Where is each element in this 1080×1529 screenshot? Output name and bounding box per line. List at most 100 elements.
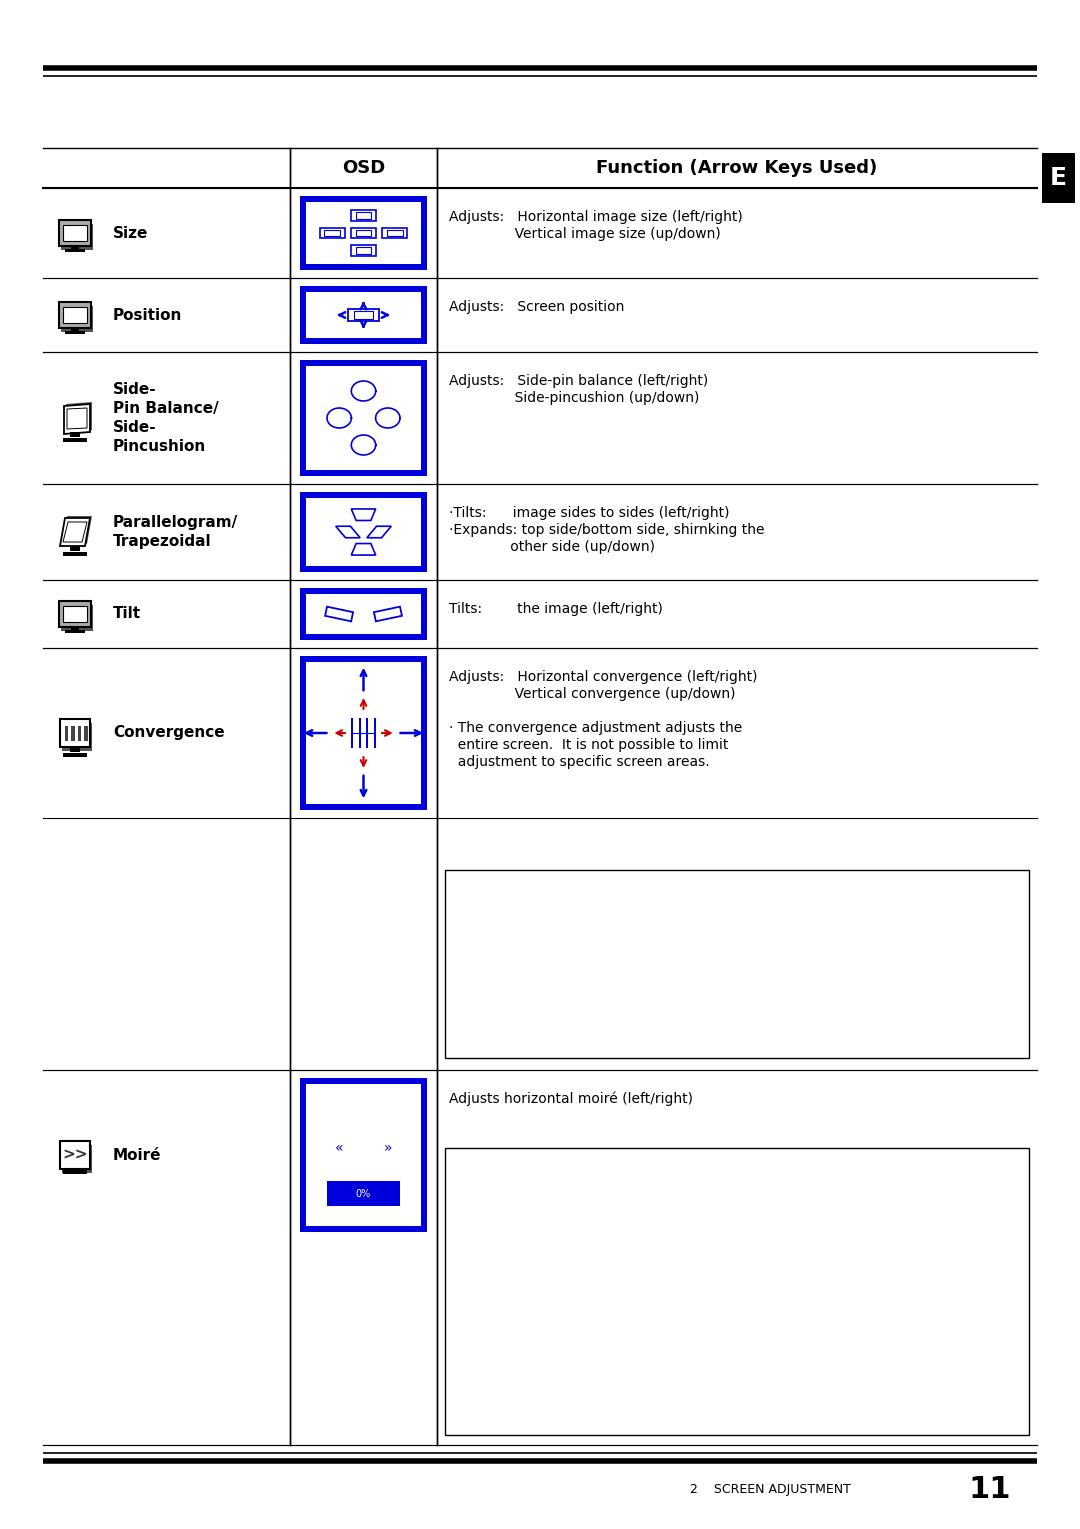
Text: imaging signal.  Moiré is often an indication: imaging signal. Moiré is often an indica… bbox=[455, 1258, 729, 1271]
Bar bbox=[71, 329, 79, 330]
Text: E: E bbox=[1050, 167, 1067, 190]
Bar bbox=[348, 309, 379, 321]
Bar bbox=[306, 593, 421, 635]
Bar bbox=[359, 717, 361, 748]
Text: ·Tilts:      image sides to sides (left/right): ·Tilts: image sides to sides (left/right… bbox=[449, 506, 729, 520]
Text: of a good focus level.  Moiré is particularly: of a good focus level. Moiré is particul… bbox=[455, 1274, 721, 1287]
Bar bbox=[84, 726, 87, 742]
Text: «: « bbox=[335, 1141, 343, 1154]
Bar bbox=[63, 552, 87, 557]
Bar bbox=[65, 249, 85, 252]
Text: · The convergence adjustment adjusts the: · The convergence adjustment adjusts the bbox=[449, 722, 742, 735]
Bar bbox=[300, 589, 427, 641]
Text: OSD: OSD bbox=[342, 159, 386, 177]
Text: Adjusts horizontal moiré (left/right): Adjusts horizontal moiré (left/right) bbox=[449, 1092, 693, 1107]
Polygon shape bbox=[66, 402, 92, 433]
Polygon shape bbox=[60, 518, 90, 546]
Text: Adjusts:   Screen position: Adjusts: Screen position bbox=[449, 300, 624, 313]
Bar bbox=[366, 717, 368, 748]
Text: properly in order to produce pure color.: properly in order to produce pure color. bbox=[455, 933, 701, 945]
Bar bbox=[387, 229, 403, 235]
Bar bbox=[300, 492, 427, 572]
Bar bbox=[320, 228, 345, 239]
Text: Moiré: Moiré bbox=[113, 1147, 162, 1162]
Text: Adjusts:   Horizontal convergence (left/right): Adjusts: Horizontal convergence (left/ri… bbox=[449, 670, 757, 683]
Bar bbox=[70, 433, 80, 437]
Text: Parallelogram/
Trapezoidal: Parallelogram/ Trapezoidal bbox=[113, 515, 239, 549]
Bar bbox=[63, 752, 87, 757]
Text: Adjusts:   Horizontal image size (left/right): Adjusts: Horizontal image size (left/rig… bbox=[449, 209, 743, 225]
Text: Function (Arrow Keys Used): Function (Arrow Keys Used) bbox=[596, 159, 878, 177]
Bar bbox=[300, 196, 427, 271]
Text: phenomenon caused by the relationship: phenomenon caused by the relationship bbox=[455, 1226, 707, 1238]
Bar bbox=[327, 1182, 400, 1206]
Text: ·Expands: top side/bottom side, shirnking the: ·Expands: top side/bottom side, shirnkin… bbox=[449, 523, 765, 537]
Bar bbox=[306, 292, 421, 338]
Text: Position: Position bbox=[113, 307, 183, 323]
Bar bbox=[306, 202, 421, 265]
Bar bbox=[64, 605, 86, 622]
Bar bbox=[71, 726, 75, 742]
Bar bbox=[374, 717, 376, 748]
Text: between the phosphor layout and the: between the phosphor layout and the bbox=[455, 1242, 691, 1255]
Bar bbox=[60, 1141, 90, 1170]
Bar bbox=[62, 723, 92, 751]
Bar bbox=[71, 627, 79, 630]
Text: moiré can not be eliminated, it can be: moiré can not be eliminated, it can be bbox=[455, 1323, 694, 1335]
Text: Adjusts:   Side-pin balance (left/right): Adjusts: Side-pin balance (left/right) bbox=[449, 375, 708, 388]
Bar bbox=[60, 225, 93, 251]
Bar bbox=[65, 630, 85, 633]
Bar bbox=[382, 228, 407, 239]
Bar bbox=[306, 1084, 421, 1226]
Text: Size: Size bbox=[113, 225, 148, 240]
Text: Vertical convergence (up/down): Vertical convergence (up/down) bbox=[449, 687, 735, 700]
Text: Vertical image size (up/down): Vertical image size (up/down) bbox=[449, 226, 720, 242]
Bar bbox=[71, 246, 79, 249]
Text: »: » bbox=[383, 1141, 392, 1154]
Bar bbox=[63, 1170, 87, 1174]
Text: noticeable when using a light-gray or every-: noticeable when using a light-gray or ev… bbox=[455, 1290, 732, 1303]
Text: What is convergence?: What is convergence? bbox=[455, 884, 593, 898]
Bar bbox=[355, 213, 372, 219]
Bar bbox=[354, 312, 373, 318]
Bar bbox=[325, 607, 353, 621]
Text: entire screen.  It is not possible to limit: entire screen. It is not possible to lim… bbox=[449, 739, 728, 752]
Text: Convergence is the monitor’s ability to precisely: Convergence is the monitor’s ability to … bbox=[455, 901, 758, 913]
Text: defect, but rather an interference: defect, but rather an interference bbox=[455, 1209, 666, 1223]
Polygon shape bbox=[62, 515, 92, 544]
Text: Moiré refers to an interference pattern of: Moiré refers to an interference pattern … bbox=[455, 1177, 713, 1191]
Bar bbox=[63, 437, 87, 442]
Text: What is moiré?: What is moiré? bbox=[455, 1162, 549, 1174]
Bar bbox=[62, 1145, 92, 1173]
Bar bbox=[70, 748, 80, 752]
Bar bbox=[1042, 153, 1075, 203]
Bar bbox=[300, 656, 427, 810]
Bar bbox=[300, 286, 427, 344]
Bar bbox=[78, 726, 81, 742]
Bar bbox=[65, 330, 85, 333]
Text: reduced with the moiré reduction feature.: reduced with the moiré reduction feature… bbox=[455, 1338, 718, 1352]
Bar bbox=[65, 726, 68, 742]
Text: Convergence: Convergence bbox=[113, 725, 225, 740]
Bar bbox=[445, 1148, 1029, 1436]
Text: other-dot pattern background.  Although: other-dot pattern background. Although bbox=[455, 1306, 708, 1320]
Bar bbox=[355, 229, 372, 235]
Bar bbox=[351, 717, 353, 748]
Polygon shape bbox=[63, 521, 87, 541]
Bar bbox=[324, 229, 340, 235]
Text: 2    SCREEN ADJUSTMENT: 2 SCREEN ADJUSTMENT bbox=[689, 1483, 850, 1497]
Bar bbox=[59, 220, 91, 246]
Text: other side (up/down): other side (up/down) bbox=[449, 540, 654, 553]
Bar bbox=[445, 870, 1029, 1058]
Bar bbox=[64, 225, 86, 242]
Bar bbox=[306, 662, 421, 804]
Text: illuminate specific phosphors and line them up: illuminate specific phosphors and line t… bbox=[455, 916, 748, 930]
Bar bbox=[70, 546, 80, 550]
Bar bbox=[300, 1078, 427, 1232]
Text: dark wavy lines on the screen.  It is not a: dark wavy lines on the screen. It is not… bbox=[455, 1194, 714, 1206]
Bar bbox=[60, 306, 93, 332]
Text: Tilt: Tilt bbox=[113, 607, 141, 621]
Text: adjustment to specific screen areas.: adjustment to specific screen areas. bbox=[449, 755, 710, 769]
Bar bbox=[60, 605, 93, 631]
Bar bbox=[60, 719, 90, 748]
